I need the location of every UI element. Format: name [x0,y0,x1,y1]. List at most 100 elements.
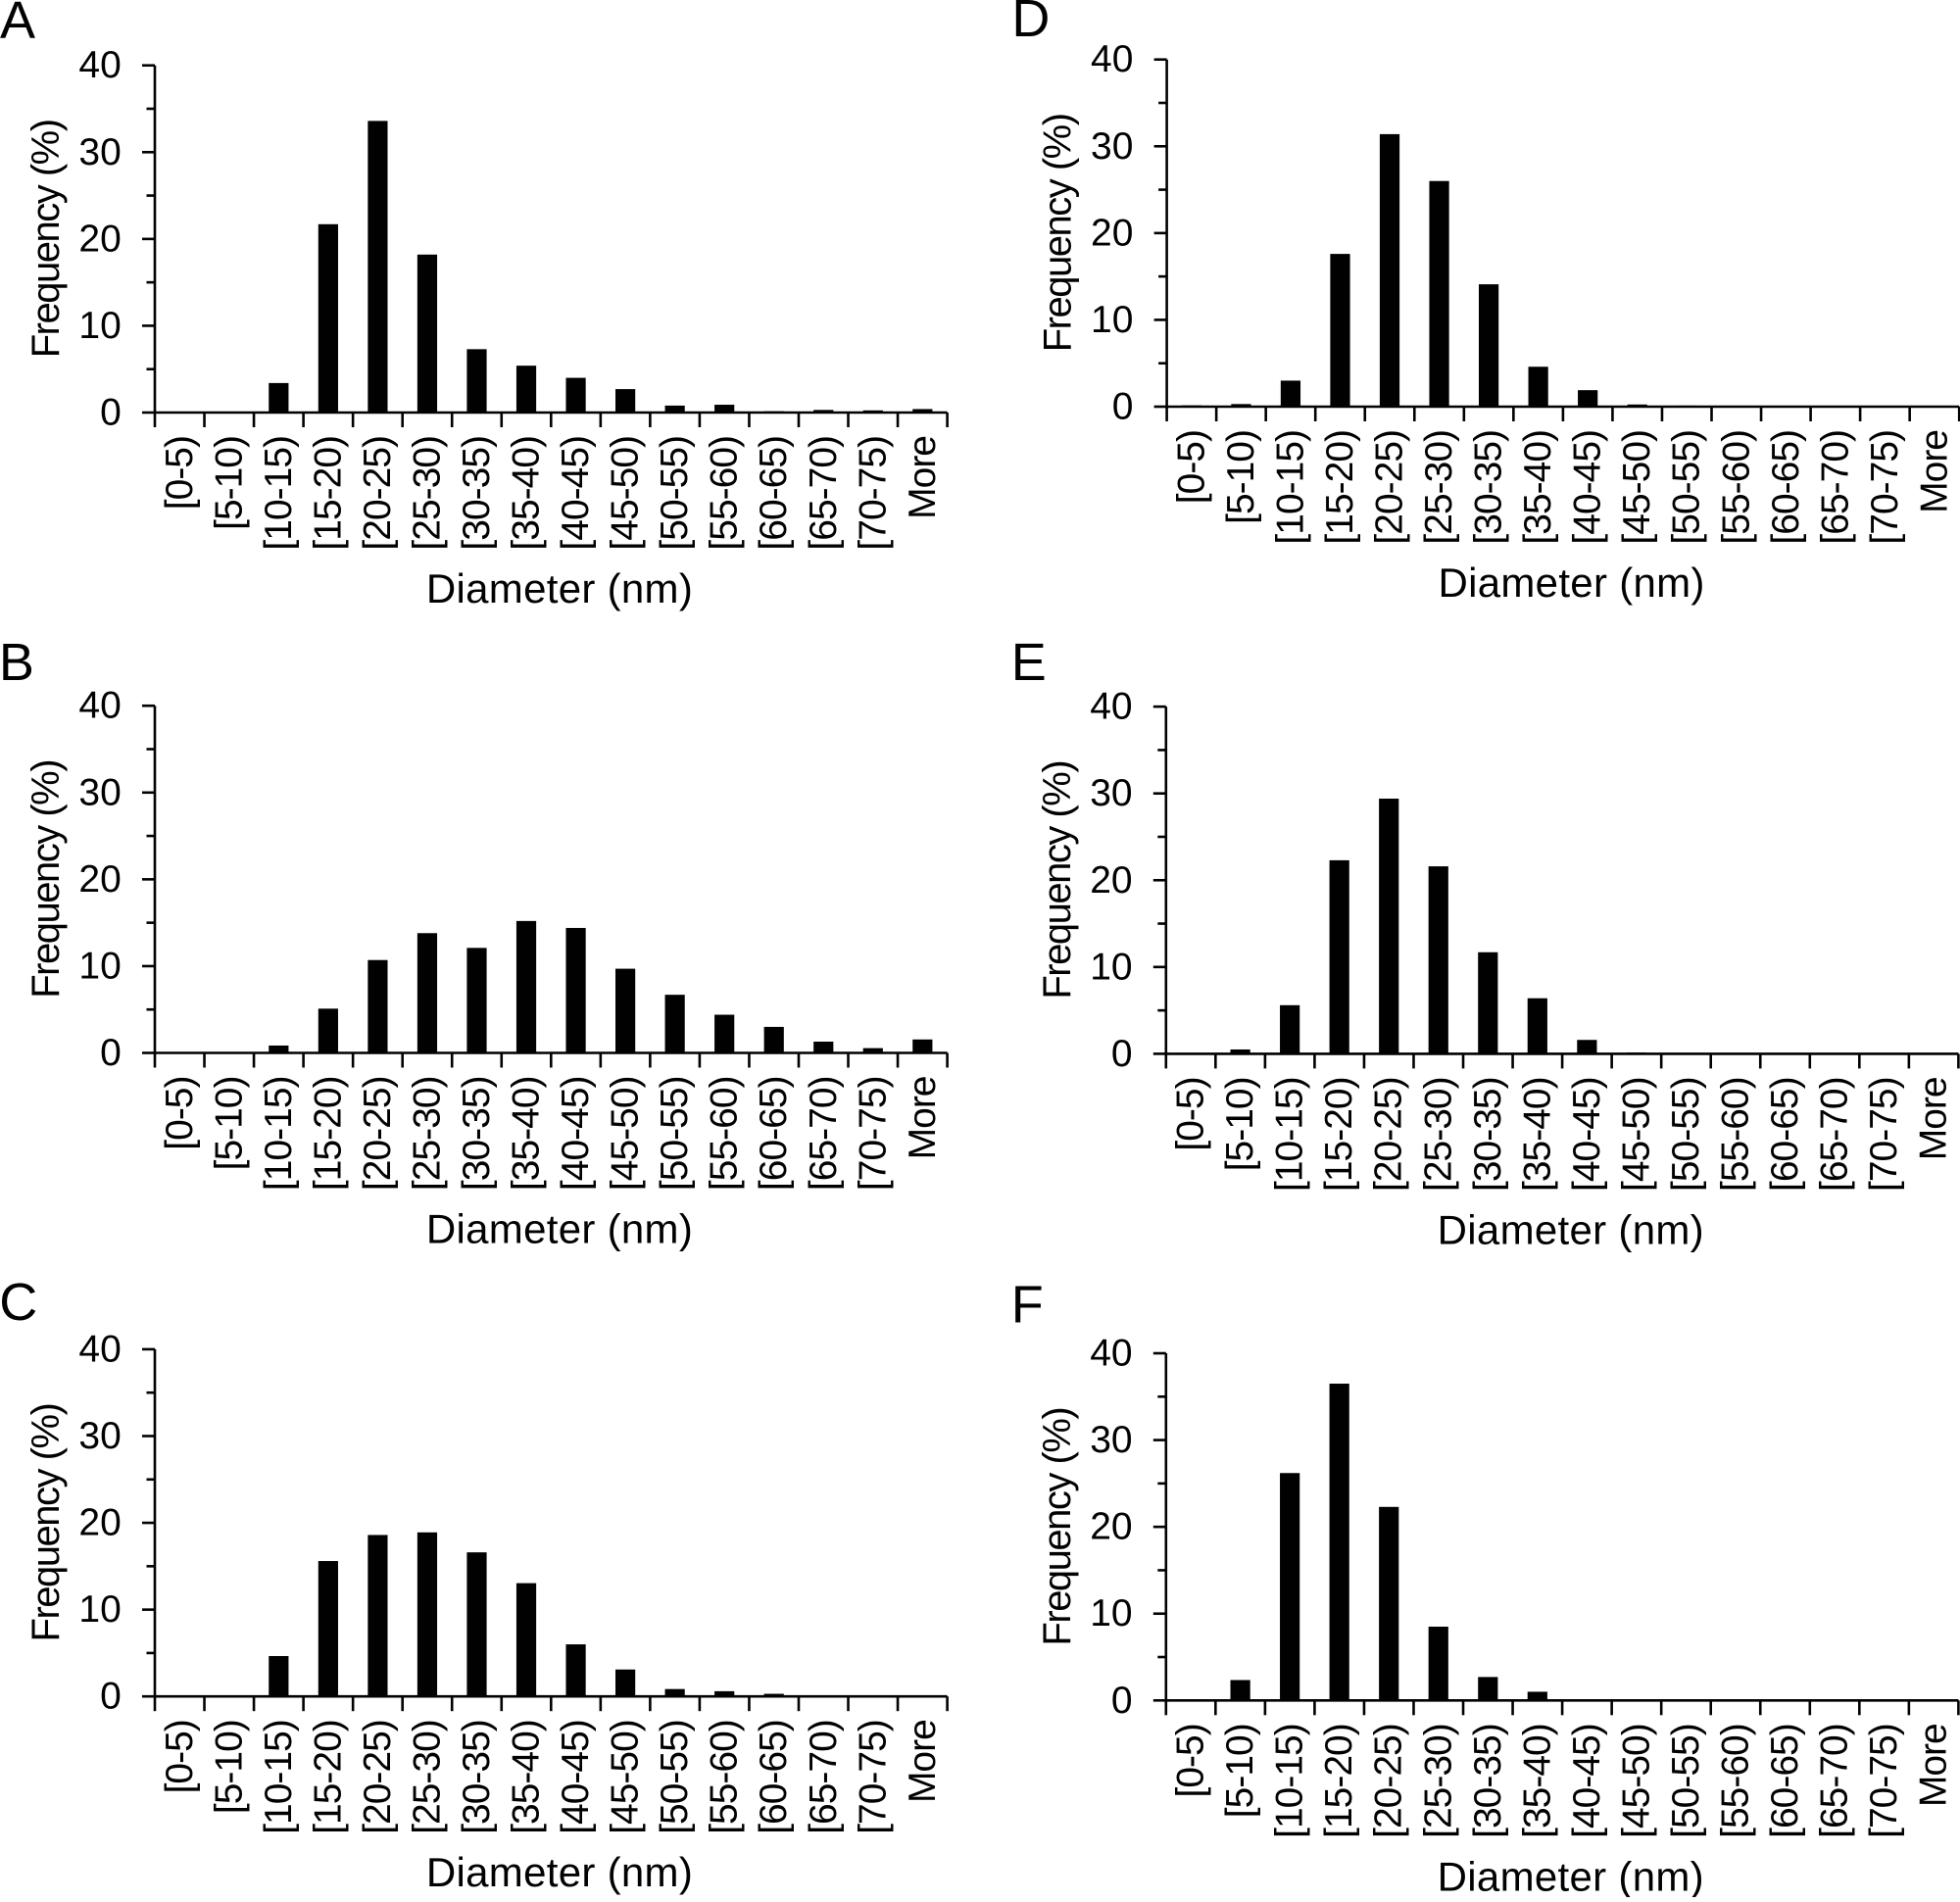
svg-text:[55-60): [55-60) [1715,430,1757,545]
svg-text:30: 30 [78,771,121,813]
svg-text:[50-55): [50-55) [654,436,696,551]
svg-text:[5-10): [5-10) [208,436,250,530]
svg-text:[20-25): [20-25) [357,436,399,551]
svg-text:[25-30): [25-30) [406,1720,448,1834]
svg-text:[15-20): [15-20) [1318,1724,1360,1838]
svg-text:[50-55): [50-55) [654,1077,696,1192]
svg-text:Diameter (nm): Diameter (nm) [426,565,693,611]
svg-text:[15-20): [15-20) [307,1720,349,1834]
svg-text:[55-60): [55-60) [1714,1724,1756,1838]
svg-text:[30-35): [30-35) [456,436,498,551]
svg-text:[65-70): [65-70) [803,1077,845,1192]
svg-text:[5-10): [5-10) [1219,1077,1261,1171]
svg-text:[5-10): [5-10) [208,1720,250,1814]
svg-text:[35-40): [35-40) [506,1720,548,1834]
svg-text:0: 0 [100,392,122,434]
svg-text:[10-15): [10-15) [258,1077,300,1192]
svg-text:[60-65): [60-65) [753,1720,795,1834]
svg-text:[25-30): [25-30) [1418,430,1460,545]
svg-text:[60-65): [60-65) [1764,1724,1806,1838]
svg-text:30: 30 [78,1415,121,1457]
svg-text:Diameter (nm): Diameter (nm) [1438,560,1704,606]
svg-text:30: 30 [1090,772,1132,814]
svg-text:[30-35): [30-35) [456,1077,498,1192]
svg-text:20: 20 [1091,212,1133,254]
svg-text:[10-15): [10-15) [258,436,300,551]
svg-text:[70-75): [70-75) [852,1077,894,1192]
svg-text:[70-75): [70-75) [852,436,894,551]
svg-text:[70-75): [70-75) [1863,1724,1905,1838]
svg-text:More: More [902,1077,944,1160]
svg-text:[20-25): [20-25) [357,1077,399,1192]
svg-text:Frequency (%): Frequency (%) [1036,761,1079,1000]
svg-text:More: More [902,1720,944,1803]
svg-text:Diameter (nm): Diameter (nm) [1438,1206,1704,1252]
svg-text:[50-55): [50-55) [1665,1724,1707,1838]
svg-text:[20-25): [20-25) [1369,430,1411,545]
svg-text:[15-20): [15-20) [1318,1077,1360,1192]
svg-text:[50-55): [50-55) [1665,1077,1707,1192]
svg-text:[70-75): [70-75) [1864,430,1906,545]
svg-text:[45-50): [45-50) [1615,1077,1657,1192]
svg-text:[20-25): [20-25) [357,1720,399,1834]
svg-text:40: 40 [78,44,121,86]
svg-text:20: 20 [78,858,121,901]
svg-text:[30-35): [30-35) [1468,430,1510,545]
svg-text:[40-45): [40-45) [1566,1724,1608,1838]
svg-text:[40-45): [40-45) [555,1077,597,1192]
svg-text:[55-60): [55-60) [1714,1077,1756,1192]
svg-text:[65-70): [65-70) [1814,1077,1856,1192]
svg-text:[60-65): [60-65) [1765,430,1807,545]
svg-text:[55-60): [55-60) [704,1077,746,1192]
svg-text:[30-35): [30-35) [1467,1724,1509,1838]
svg-text:[40-45): [40-45) [1566,1077,1608,1192]
svg-text:[65-70): [65-70) [1814,430,1856,545]
svg-text:More: More [1913,430,1955,513]
svg-text:More: More [1913,1724,1955,1807]
svg-text:More: More [902,436,944,519]
svg-text:[20-25): [20-25) [1368,1724,1410,1838]
svg-text:[45-50): [45-50) [1616,430,1658,545]
svg-text:A: A [0,0,35,50]
svg-text:[0-5): [0-5) [159,1077,201,1150]
svg-text:[35-40): [35-40) [506,436,548,551]
svg-text:[55-60): [55-60) [704,436,746,551]
svg-text:40: 40 [78,1328,121,1370]
svg-text:20: 20 [78,1502,121,1544]
svg-text:[20-25): [20-25) [1368,1077,1410,1192]
svg-text:[45-50): [45-50) [1615,1724,1657,1838]
svg-text:[35-40): [35-40) [1516,1077,1558,1192]
svg-text:[10-15): [10-15) [1269,430,1311,545]
svg-text:Diameter (nm): Diameter (nm) [426,1849,693,1895]
svg-text:[30-35): [30-35) [1467,1077,1509,1192]
svg-text:C: C [0,1273,37,1332]
svg-text:[10-15): [10-15) [1269,1724,1311,1838]
svg-text:Diameter (nm): Diameter (nm) [426,1206,693,1252]
svg-text:10: 10 [78,945,121,987]
svg-text:[25-30): [25-30) [1417,1077,1459,1192]
svg-text:Frequency (%): Frequency (%) [1037,114,1080,352]
svg-text:0: 0 [100,1676,122,1718]
svg-text:E: E [1011,633,1047,692]
svg-text:[60-65): [60-65) [753,1077,795,1192]
svg-text:Frequency (%): Frequency (%) [24,120,68,358]
svg-text:10: 10 [78,305,121,347]
svg-text:40: 40 [1090,1333,1132,1375]
svg-text:[45-50): [45-50) [605,1077,647,1192]
svg-text:[35-40): [35-40) [1517,430,1559,545]
svg-text:[0-5): [0-5) [159,1720,201,1793]
svg-text:F: F [1011,1276,1044,1335]
svg-text:[25-30): [25-30) [406,1077,448,1192]
svg-text:[60-65): [60-65) [753,436,795,551]
svg-text:[60-65): [60-65) [1764,1077,1806,1192]
svg-text:Frequency (%): Frequency (%) [24,1404,68,1642]
svg-text:[70-75): [70-75) [852,1720,894,1834]
svg-text:[35-40): [35-40) [1516,1724,1558,1838]
svg-text:10: 10 [78,1588,121,1631]
svg-text:10: 10 [1091,299,1133,341]
svg-text:[25-30): [25-30) [406,436,448,551]
svg-text:40: 40 [1091,38,1133,80]
svg-text:10: 10 [1090,946,1132,988]
svg-text:[5-10): [5-10) [1219,1724,1261,1818]
svg-text:[30-35): [30-35) [456,1720,498,1834]
